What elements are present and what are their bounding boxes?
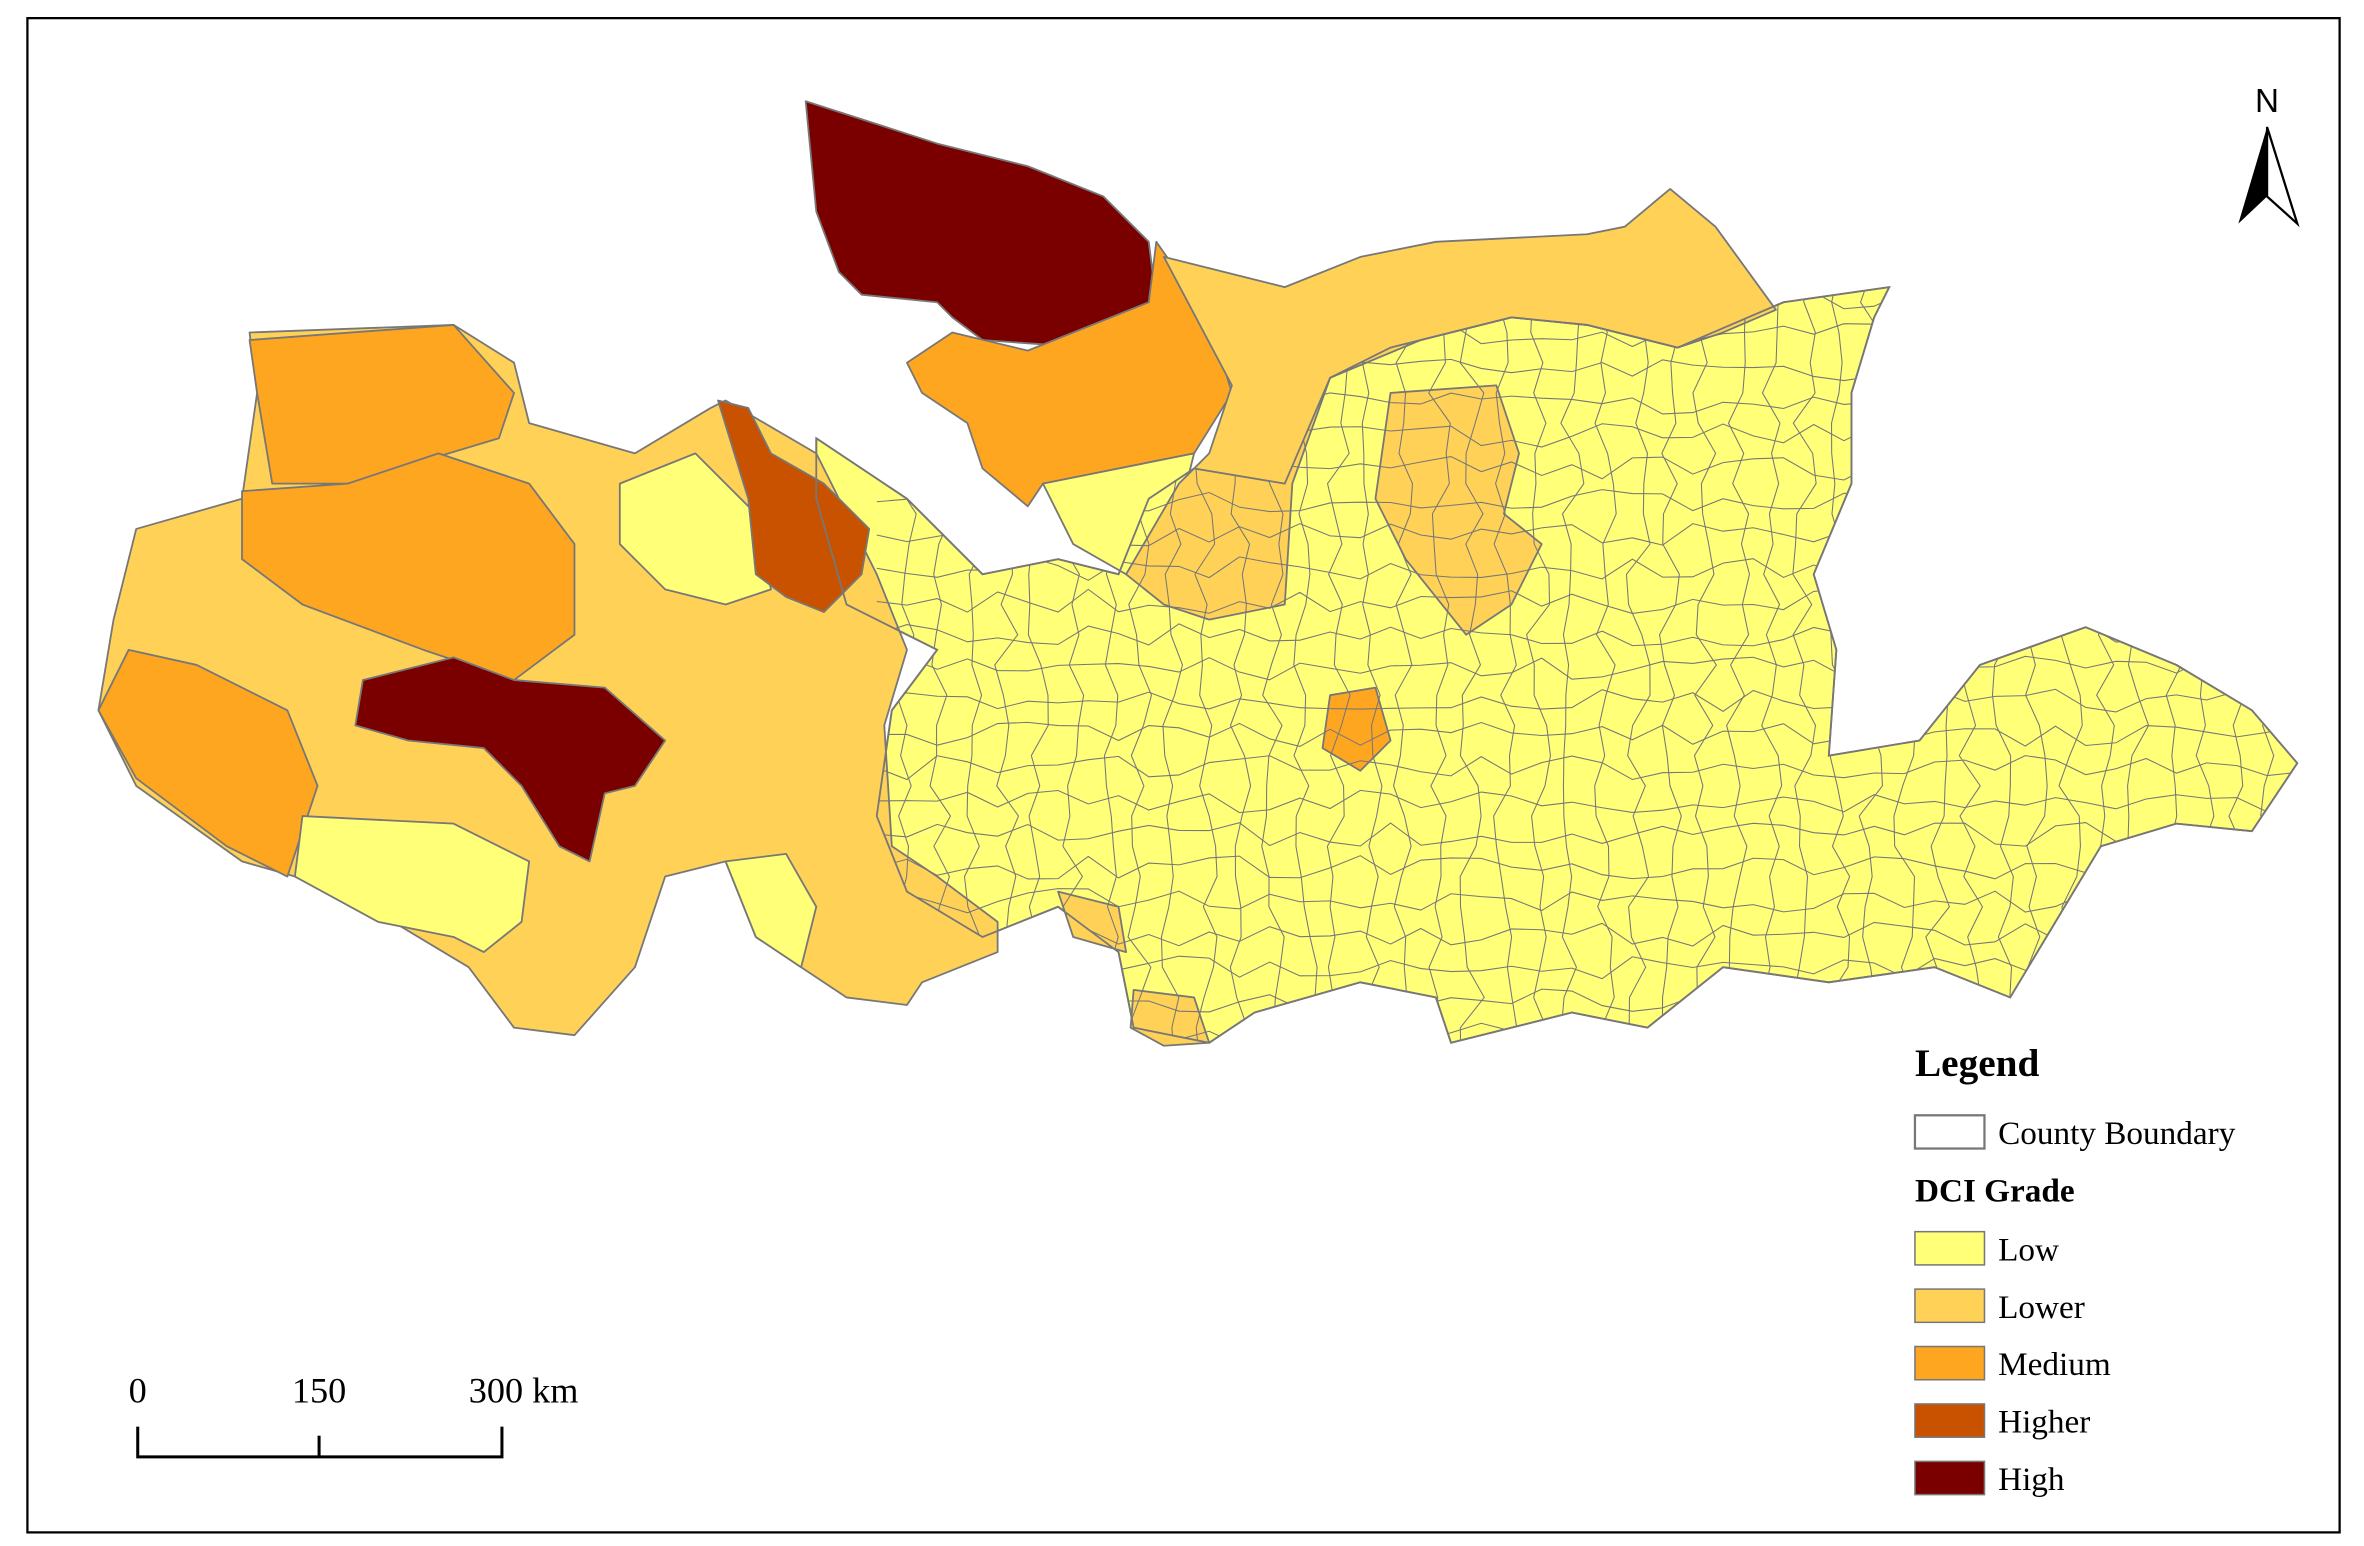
county-line <box>1692 287 1718 1043</box>
county-line <box>1361 287 1384 1043</box>
county-line <box>876 789 2298 814</box>
county-line <box>1659 287 1682 1043</box>
regions <box>97 100 2299 1047</box>
grade-label: High <box>1998 1461 2065 1498</box>
county-line <box>1326 287 1352 1043</box>
grade-label: Low <box>1998 1231 2059 1268</box>
county-region <box>717 399 871 613</box>
county-line <box>876 822 2298 847</box>
region-outline <box>815 285 2299 1044</box>
grade-swatch <box>1914 1230 1986 1266</box>
county-region <box>354 656 667 863</box>
grade-label: Higher <box>1998 1404 2090 1441</box>
county-region <box>724 852 818 969</box>
grade-swatch <box>1914 1460 1986 1496</box>
county-line <box>876 755 2298 781</box>
scale-label: 150 <box>292 1370 346 1410</box>
county-line <box>876 688 2298 713</box>
county-line <box>876 655 2298 681</box>
grade-label: Medium <box>1998 1346 2111 1383</box>
county-line <box>1459 287 1485 1043</box>
north-label: N <box>2255 83 2279 120</box>
grade-swatch <box>1914 1403 1986 1438</box>
county-line <box>1493 287 1518 1043</box>
scale-label: 0 <box>129 1370 147 1410</box>
county-line <box>1428 287 1451 1043</box>
county-region <box>1057 890 1127 953</box>
county-line <box>876 721 2298 747</box>
grade-swatch <box>1914 1288 1986 1324</box>
county-region <box>618 452 772 606</box>
arrow-right <box>2265 126 2300 228</box>
boundary-swatch <box>1913 1114 1986 1150</box>
county-region <box>293 815 531 953</box>
county-line <box>876 855 2298 880</box>
county-region <box>241 452 576 681</box>
legend-title: Legend <box>1915 1042 2040 1085</box>
county-region <box>804 100 1158 349</box>
scale-label: 300 km <box>469 1370 579 1410</box>
grade-label: Lower <box>1998 1289 2085 1326</box>
county-region <box>1374 384 1543 636</box>
county-line <box>1560 287 1585 1043</box>
grade-swatch <box>1914 1345 1986 1381</box>
legend: Legend County Boundary DCI Grade Low Lowe… <box>1913 1042 2236 1498</box>
grade-title: DCI Grade <box>1915 1172 2075 1209</box>
county-line <box>1525 287 1551 1043</box>
county-region <box>97 648 319 878</box>
county-line <box>1792 287 1817 1043</box>
scale-bar: 0 150 300 km <box>129 1370 579 1459</box>
county-line <box>876 888 2298 914</box>
boundary-label: County Boundary <box>1998 1115 2236 1152</box>
